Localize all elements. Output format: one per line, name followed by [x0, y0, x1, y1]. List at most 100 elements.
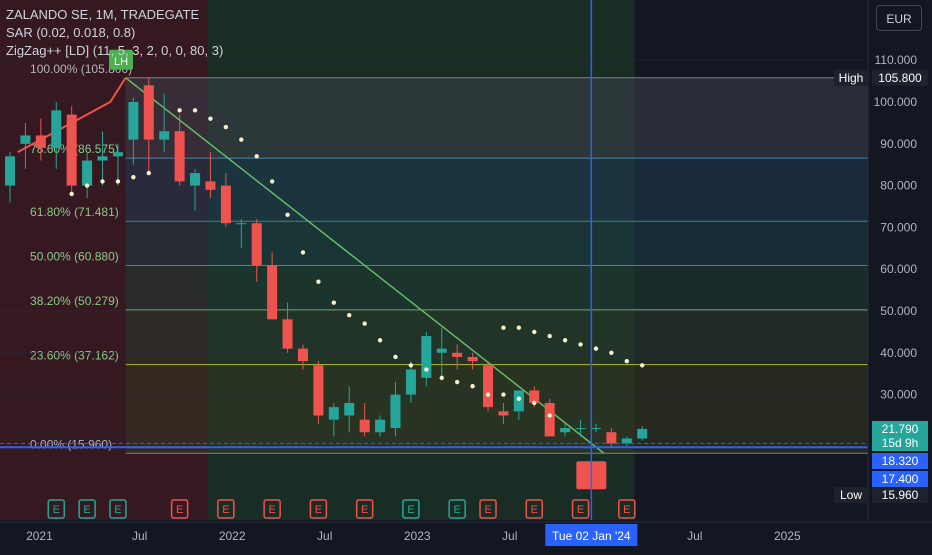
sar-dot: [100, 179, 105, 184]
price-label-tag: [834, 487, 868, 503]
candle-body: [421, 336, 432, 378]
sar-dot: [239, 137, 244, 142]
candle-body: [5, 156, 15, 186]
price-label-box: [872, 435, 928, 451]
earnings-marker: E: [355, 499, 374, 519]
earnings-marker: E: [571, 499, 590, 519]
currency-button[interactable]: EUR: [876, 5, 922, 31]
fib-zone: [125, 158, 868, 222]
sar-dot: [547, 333, 552, 339]
fib-zone: [125, 77, 868, 159]
candle-body: [375, 419, 386, 433]
earnings-marker: E: [479, 499, 497, 519]
price-label-tag: [834, 69, 868, 86]
sar-dot: [146, 170, 151, 176]
sar-dot: [578, 342, 583, 347]
fib-zone: [125, 265, 868, 310]
candle-body: [467, 356, 478, 362]
sar-dot: [454, 379, 460, 385]
earnings-marker-label: E: [114, 504, 121, 516]
sar-dot: [84, 183, 90, 188]
price-label-value: 17.400: [882, 472, 919, 486]
candle-body: [35, 135, 46, 148]
x-tick-label: 2021: [26, 529, 53, 543]
earnings-marker-box: [78, 499, 96, 519]
crosshair-time-label-box: [545, 524, 638, 546]
sar-dot: [408, 363, 414, 368]
y-tick-label: 90.000: [880, 137, 917, 151]
x-tick-label: Jul: [502, 529, 517, 543]
sar-dot: [331, 300, 337, 305]
earnings-marker-label: E: [407, 504, 414, 516]
earnings-marker-label: E: [454, 504, 461, 516]
price-label-tag-text: High: [839, 71, 864, 85]
earnings-marker: E: [448, 499, 466, 519]
candle-body: [590, 428, 601, 430]
fib-zone: [125, 309, 868, 365]
fib-level-label: 50.00% (60.880): [30, 250, 119, 264]
sar-dot: [285, 212, 290, 218]
sar-dot: [424, 367, 429, 372]
candle-body: [236, 223, 247, 225]
sar-dot: [192, 108, 198, 113]
candle-body: [267, 265, 278, 320]
candle-body: [66, 114, 77, 186]
candle-body: [359, 419, 370, 433]
zigzag-line: [17, 77, 127, 154]
fib-zone: [125, 221, 868, 266]
earnings-marker-label: E: [53, 504, 60, 516]
zigzag-marker: [109, 49, 134, 70]
price-label-box: [872, 487, 928, 503]
y-tick-label: 100.000: [874, 95, 918, 109]
candle-body: [529, 390, 540, 403]
sar-dot: [316, 279, 321, 284]
fib-level-label: 38.20% (50.279): [30, 294, 119, 308]
candle-body: [560, 428, 571, 433]
earnings-marker-label: E: [361, 504, 368, 516]
x-tick-label: Jul: [132, 529, 147, 543]
x-tick-label: 2022: [219, 529, 246, 543]
price-label-value: 21.790: [882, 422, 919, 436]
sar-dot: [439, 375, 444, 381]
candle-body: [128, 102, 139, 140]
fib-level-label: 61.80% (71.481): [30, 205, 119, 219]
candle-body: [483, 365, 494, 408]
y-tick-label: 110.000: [875, 53, 918, 67]
sar-dot: [300, 250, 306, 255]
sar-dot: [609, 350, 614, 355]
sar-dot: [501, 325, 506, 330]
earnings-marker-label: E: [531, 504, 538, 516]
y-tick-label: 70.000: [880, 220, 917, 234]
sar-dot: [377, 338, 383, 343]
sar-dot: [347, 312, 352, 318]
candle-body: [452, 352, 463, 357]
y-tick-label: 30.000: [880, 388, 917, 402]
candle-body: [251, 223, 262, 266]
earnings-marker: E: [109, 499, 127, 519]
sar-dot: [177, 108, 182, 113]
sar-dot: [223, 124, 229, 130]
earnings-marker-label: E: [484, 504, 491, 516]
sar-dot: [547, 413, 552, 418]
earnings-marker-box: [525, 499, 544, 519]
sar-dot: [562, 338, 568, 343]
y-tick-label: 60.000: [880, 262, 917, 276]
earnings-marker-box: [109, 499, 127, 519]
candle-body: [205, 181, 216, 190]
candle-body: [143, 85, 154, 140]
earnings-marker-label: E: [83, 504, 90, 516]
sar-dot: [362, 321, 367, 326]
price-label-value: 105.800: [878, 71, 922, 85]
candle-body: [606, 432, 617, 444]
x-tick-label: Jul: [687, 529, 702, 543]
candle-body: [282, 319, 293, 349]
sar-dot: [470, 384, 475, 389]
zigzag-line: [125, 77, 605, 454]
zigzag-marker-label: LH: [114, 56, 128, 68]
y-tick-label: 40.000: [880, 346, 917, 360]
earnings-marker-box: [571, 499, 590, 519]
price-label-tag-text: Low: [840, 488, 862, 502]
candle-body: [344, 402, 355, 416]
